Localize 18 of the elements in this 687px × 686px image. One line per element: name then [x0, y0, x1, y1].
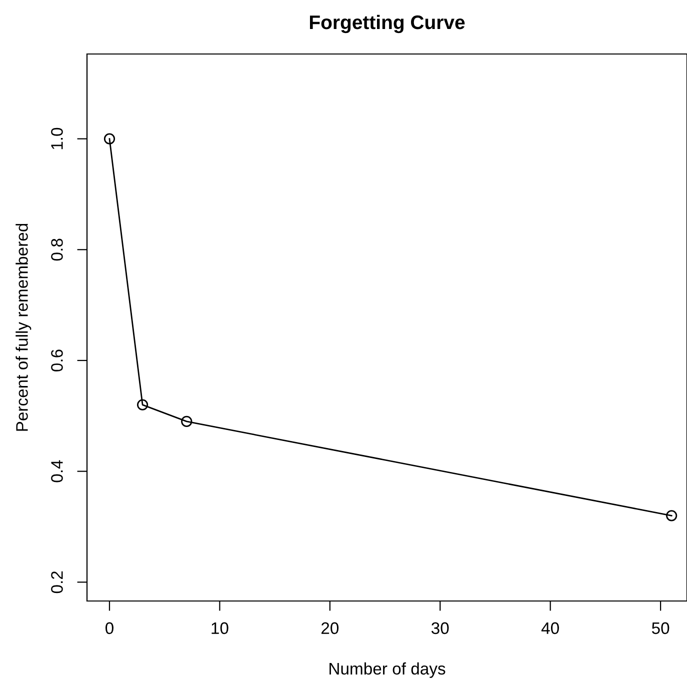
y-axis-title: Percent of fully remembered [16, 224, 32, 431]
point [104, 133, 116, 144]
x-tick-label: 40 [541, 622, 559, 634]
chart-title: Forgetting Curve [310, 14, 465, 34]
x-tick-label: 30 [431, 622, 449, 634]
x-tick-label: 50 [652, 622, 670, 634]
y-tick-label: 0.2 [51, 571, 63, 594]
y-tick-label: 0.6 [51, 350, 63, 372]
point [136, 399, 148, 410]
x-tick-label: 0 [106, 622, 114, 634]
point [666, 510, 678, 522]
y-tick-label: 1.0 [51, 128, 63, 150]
point [181, 416, 192, 427]
y-tick-label: 0.4 [51, 460, 63, 482]
y-tick-label: 0.8 [51, 238, 63, 261]
x-tick-label: 10 [212, 622, 228, 634]
x-tick-label: 20 [321, 622, 339, 634]
x-axis-title: Number of days [330, 662, 446, 678]
